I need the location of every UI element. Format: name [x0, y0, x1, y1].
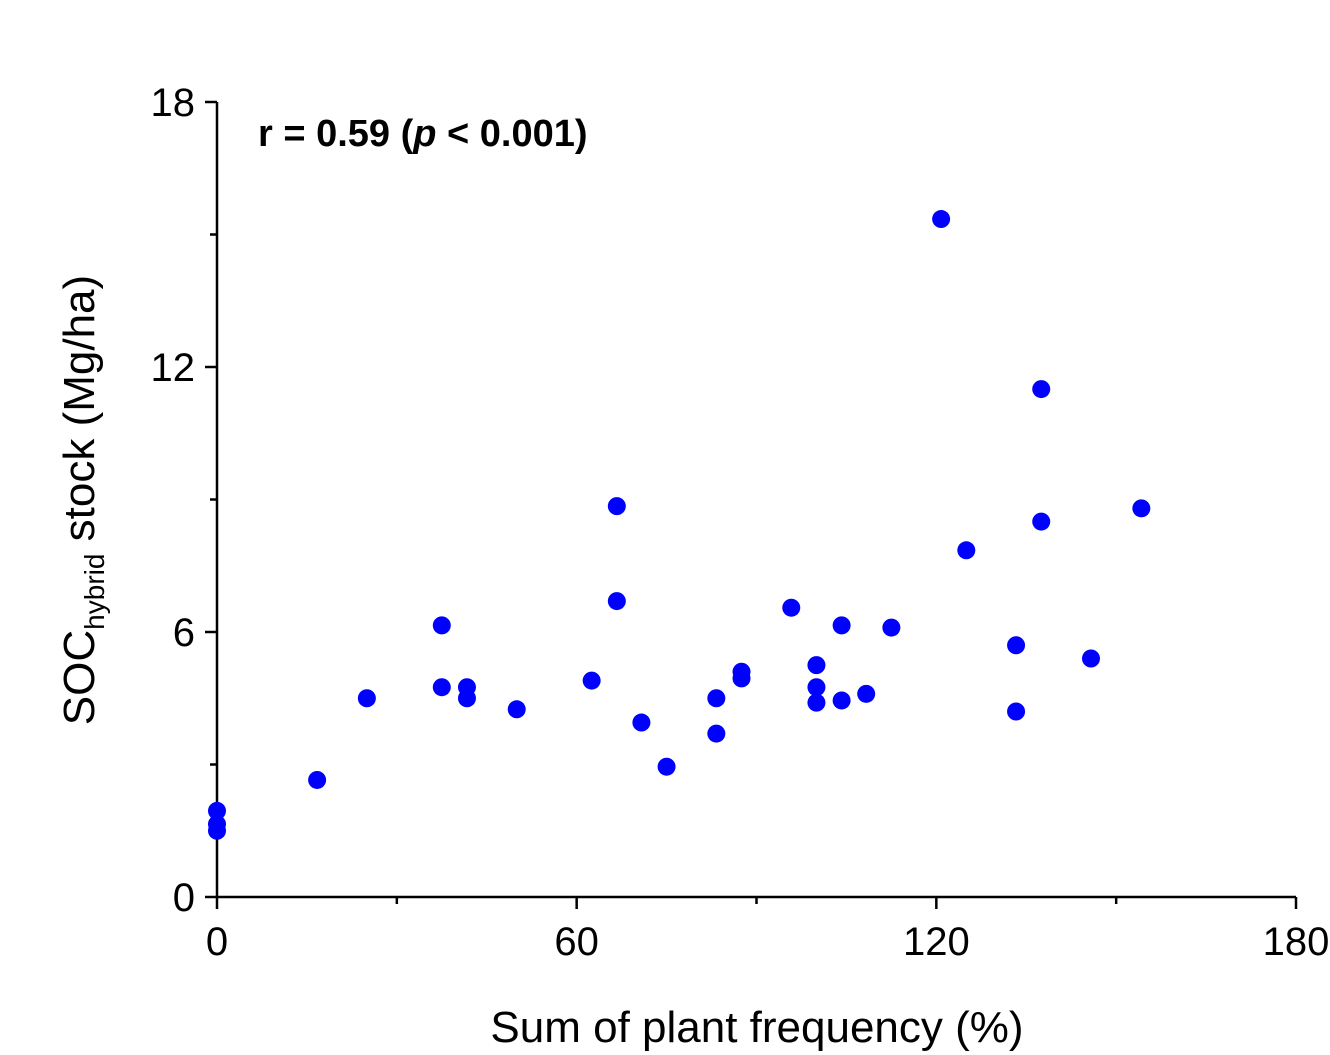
data-point [732, 669, 751, 688]
data-point [308, 770, 327, 789]
data-point [657, 757, 676, 776]
y-tick-label: 18 [151, 81, 196, 125]
y-axis-title: SOChybrid stock (Mg/ha) [55, 275, 110, 725]
data-point [208, 821, 226, 840]
y-tick-label: 6 [173, 611, 195, 655]
data-point [707, 724, 726, 743]
data-point [1081, 649, 1100, 668]
data-point [632, 713, 651, 732]
data-point [807, 656, 826, 675]
x-tick-label: 60 [554, 920, 599, 964]
data-points [208, 210, 1151, 840]
data-point [607, 592, 626, 611]
data-point [1132, 499, 1151, 518]
data-point [932, 210, 951, 229]
y-tick-label: 0 [173, 876, 195, 920]
data-point [957, 541, 976, 560]
data-point [457, 689, 476, 708]
data-point [1032, 380, 1051, 399]
data-point [1032, 512, 1051, 531]
data-point [1007, 636, 1026, 655]
data-point [432, 616, 451, 635]
data-point [832, 691, 851, 710]
x-tick-label: 120 [903, 920, 970, 964]
data-point [357, 689, 376, 708]
data-point [507, 700, 526, 719]
data-point [882, 618, 901, 637]
data-point [432, 678, 451, 697]
correlation-annotation: r = 0.59 (p < 0.001) [258, 113, 588, 155]
data-point [607, 497, 626, 516]
x-axis-title: Sum of plant frequency (%) [490, 1003, 1023, 1052]
data-point [807, 678, 826, 697]
y-tick-label: 12 [151, 346, 196, 390]
data-point [807, 693, 826, 712]
data-point [208, 801, 226, 820]
data-point [582, 671, 601, 690]
data-point [782, 598, 801, 617]
data-point [707, 689, 726, 708]
data-point [832, 616, 851, 635]
axes: 0 60 120 180 0 6 12 18 [151, 81, 1330, 964]
data-point [857, 684, 876, 703]
x-tick-label: 180 [1263, 920, 1330, 964]
data-point [1007, 702, 1026, 721]
x-tick-label: 0 [206, 920, 228, 964]
